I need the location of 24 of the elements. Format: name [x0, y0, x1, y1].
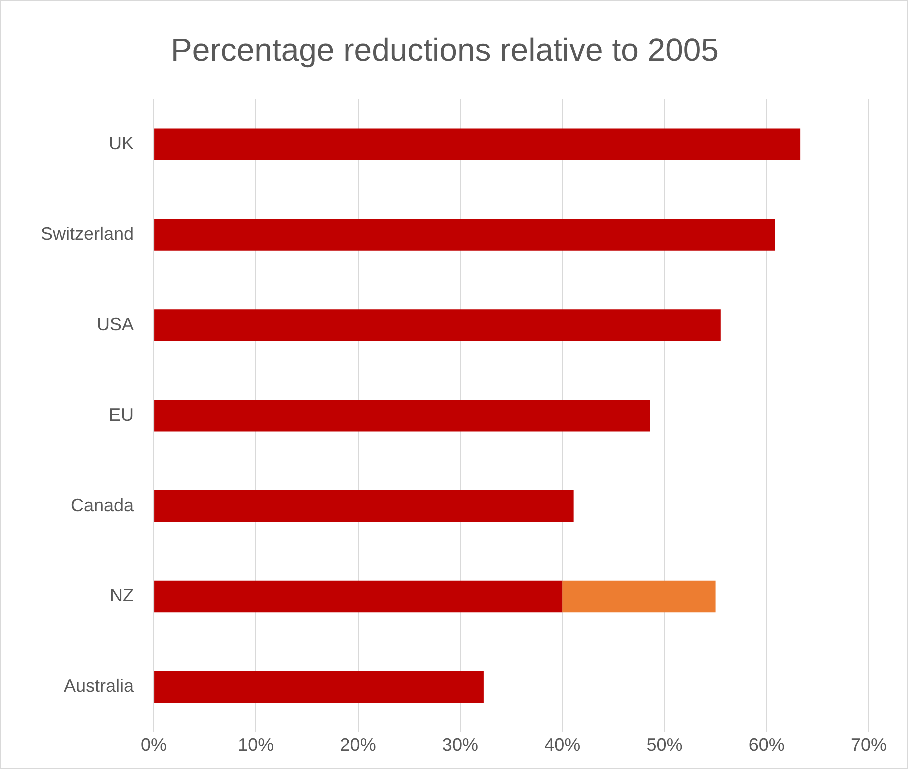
y-tick-label: UK	[109, 134, 134, 154]
bar	[154, 490, 574, 522]
x-tick-label: 50%	[646, 735, 683, 756]
y-tick-label: Canada	[70, 495, 136, 516]
y-tick-label: EU	[109, 404, 134, 425]
chart-title: Percentage reductions relative to 2005	[171, 32, 719, 68]
y-tick-label: NZ	[110, 586, 134, 606]
bar	[562, 580, 716, 613]
bar	[154, 580, 563, 613]
bar	[154, 128, 801, 160]
bar	[154, 310, 721, 342]
y-tick-label: Switzerland	[40, 224, 134, 244]
x-tick-label: 60%	[748, 735, 785, 756]
x-tick-label: 30%	[442, 735, 478, 756]
x-tick-label: 40%	[544, 735, 581, 756]
x-tick-label: 10%	[238, 735, 274, 756]
bar	[154, 671, 484, 704]
x-tick-label: 0%	[141, 735, 168, 756]
bar	[154, 219, 776, 251]
x-tick-label: 20%	[340, 735, 376, 756]
x-tick-label: 70%	[850, 735, 888, 756]
bar	[154, 400, 650, 432]
y-tick-label: USA	[97, 314, 134, 334]
y-tick-label: Australia	[64, 676, 136, 696]
